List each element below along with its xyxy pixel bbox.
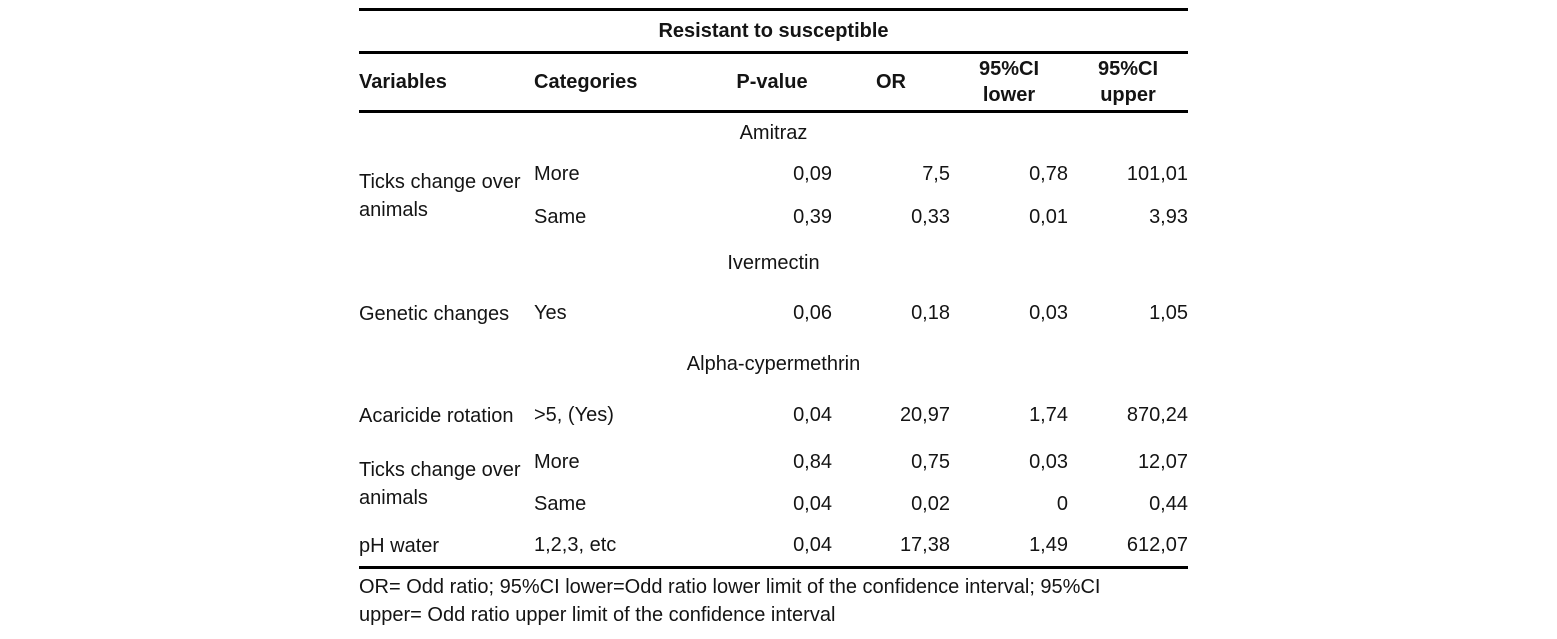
ci-lower-cell: 1,74 (1029, 404, 1068, 426)
or-cell: 0,02 (911, 493, 950, 515)
variable-cell: pH water (359, 534, 440, 557)
col-header-variables: Variables (359, 52, 534, 113)
p-value-cell: 0,84 (793, 451, 832, 473)
p-value-cell: 0,06 (793, 302, 832, 324)
or-cell: 17,38 (899, 534, 950, 557)
p-value-cell: 0,09 (793, 163, 832, 185)
ci-upper-cell: 12,07 (1137, 451, 1188, 473)
results-table-block: Resistant to susceptible Variables Categ… (359, 8, 1188, 629)
table-row: Ticks change over animals More 0,84 0,75… (359, 442, 1188, 509)
p-value-cell: 0,39 (793, 205, 832, 228)
table-row: Genetic changes Yes 0,06 0,18 0,03 1,05 (359, 289, 1188, 339)
ci-lower-cell: 0,03 (1029, 302, 1068, 324)
section-header-ivermectin: Ivermectin (359, 239, 1188, 289)
ci-upper-cell: 870,24 (1126, 404, 1188, 426)
table-row: Ticks change over animals More 0,09 7,5 … (359, 154, 1188, 221)
col-header-or: OR (832, 52, 950, 113)
ci-upper-cell: 0,44 (1149, 493, 1188, 515)
ci-lower-cell: 0 (1056, 493, 1068, 515)
col-header-ci-lower: 95%CI lower (950, 52, 1068, 113)
col-header-p-value: P-value (712, 52, 832, 113)
section-title: Alpha-cypermethrin (686, 352, 861, 375)
p-value-cell: 0,04 (793, 493, 832, 515)
ci-upper-cell: 612,07 (1126, 534, 1188, 557)
ci-lower-cell: 1,49 (1029, 534, 1068, 557)
section-header-amitraz: Amitraz (359, 112, 1188, 154)
or-cell: 0,33 (911, 205, 950, 228)
variable-cell: Acaricide rotation (359, 404, 514, 427)
or-cell: 0,18 (911, 302, 950, 324)
ci-upper-cell: 3,93 (1149, 205, 1188, 228)
p-value-cell: 0,04 (793, 534, 832, 557)
variable-cell: Genetic changes (359, 302, 510, 325)
table-row: pH water 1,2,3, etc 0,04 17,38 1,49 612,… (359, 526, 1188, 568)
or-cell: 20,97 (899, 404, 950, 426)
table-title-row: Resistant to susceptible (359, 9, 1188, 54)
table-row: Same 0,39 0,33 0,01 3,93 (359, 196, 1188, 239)
or-cell: 7,5 (922, 163, 950, 185)
ci-upper-cell: 1,05 (1149, 302, 1188, 324)
category-cell: >5, (Yes) (534, 404, 614, 426)
odds-ratio-table: Resistant to susceptible Variables Categ… (359, 8, 1188, 569)
table-row: Same 0,04 0,02 0 0,44 (359, 484, 1188, 526)
section-title: Amitraz (739, 121, 808, 144)
col-header-categories: Categories (534, 52, 712, 113)
ci-lower-cell: 0,03 (1029, 451, 1068, 473)
category-cell: Same (534, 493, 587, 515)
footnote-line-1: OR= Odd ratio; 95%CI lower=Odd ratio low… (359, 576, 1101, 598)
ci-lower-cell: 0,78 (1029, 163, 1068, 185)
ci-upper-line2: upper (1100, 84, 1156, 106)
footnote-line-2: upper= Odd ratio upper limit of the conf… (359, 603, 836, 626)
ci-upper-cell: 101,01 (1126, 163, 1188, 185)
or-cell: 0,75 (911, 451, 950, 473)
table-row: Acaricide rotation >5, (Yes) 0,04 20,97 … (359, 390, 1188, 442)
table-header-row: Variables Categories P-value OR 95%CI lo… (359, 52, 1188, 113)
ci-upper-line1: 95%CI (1097, 58, 1159, 80)
table-footnote: OR= Odd ratio; 95%CI lower=Odd ratio low… (359, 574, 1188, 629)
p-value-cell: 0,04 (793, 404, 832, 426)
table-title: Resistant to susceptible (359, 9, 1188, 54)
col-header-ci-upper: 95%CI upper (1068, 52, 1188, 113)
category-cell: More (534, 163, 580, 185)
category-cell: 1,2,3, etc (534, 534, 617, 557)
category-cell: Yes (534, 302, 567, 324)
section-header-alpha-cypermethrin: Alpha-cypermethrin (359, 339, 1188, 390)
category-cell: More (534, 451, 580, 473)
variable-cell: Ticks change over animals (359, 458, 521, 509)
section-title: Ivermectin (727, 252, 820, 274)
variable-cell: Ticks change over animals (359, 171, 521, 221)
ci-lower-cell: 0,01 (1029, 205, 1068, 228)
ci-lower-line2: lower (982, 84, 1036, 106)
category-cell: Same (534, 205, 587, 228)
ci-lower-line1: 95%CI (978, 58, 1040, 80)
